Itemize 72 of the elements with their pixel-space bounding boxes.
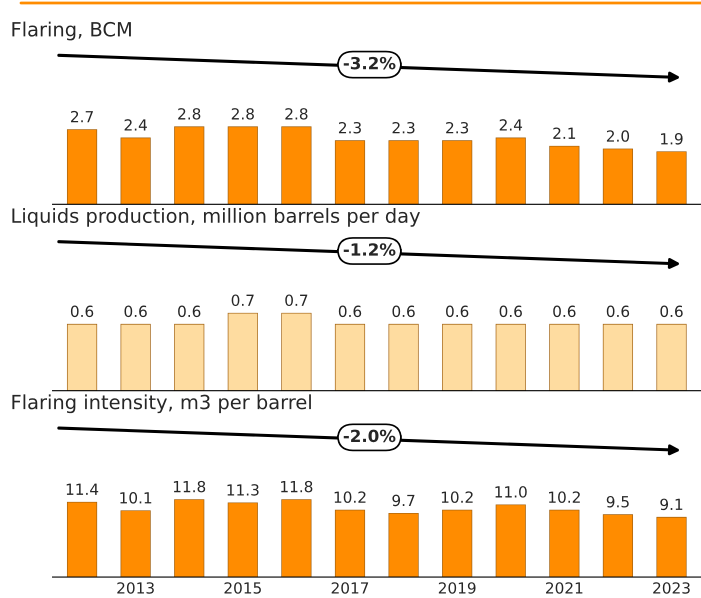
bar <box>656 516 687 578</box>
data-label: 2.4 <box>124 119 147 131</box>
bar <box>228 126 258 204</box>
bar <box>602 148 634 204</box>
chart-title: Flaring intensity, m3 per barrel <box>12 394 311 414</box>
data-label: 2.1 <box>553 127 576 139</box>
bar <box>66 129 98 204</box>
bar <box>334 510 366 578</box>
x-tick-label: 2021 <box>546 582 582 594</box>
bar <box>602 514 634 578</box>
text: -1.2% <box>344 243 396 256</box>
bar <box>388 140 419 204</box>
data-label: 0.6 <box>70 306 94 318</box>
data-label: 0.6 <box>606 306 630 318</box>
bar <box>388 512 419 578</box>
data-label: 11.3 <box>227 484 259 496</box>
data-label: 0.6 <box>500 306 522 318</box>
data-label: 0.6 <box>124 306 147 318</box>
bar <box>549 510 580 578</box>
x-tick-label: 2017 <box>332 582 368 594</box>
text: -2.0% <box>344 430 396 442</box>
chart-title: Liquids production, million barrels per day <box>12 208 420 227</box>
data-label: 2.3 <box>446 122 468 134</box>
data-label: 11.8 <box>281 480 312 492</box>
bar <box>281 499 312 578</box>
data-label: 9.1 <box>660 498 682 510</box>
bar <box>228 502 258 578</box>
data-label: 0.6 <box>178 306 200 318</box>
bar <box>656 151 687 204</box>
data-label: 9.7 <box>392 494 414 506</box>
chart-title: Flaring, BCM <box>12 22 131 40</box>
data-label: 10.2 <box>549 491 580 503</box>
data-label: 2.3 <box>392 122 415 134</box>
bar <box>496 138 526 204</box>
bar <box>174 499 204 578</box>
data-label: 2.0 <box>606 130 630 142</box>
data-label: 2.3 <box>338 122 361 134</box>
x-tick-label: 2023 <box>653 582 690 594</box>
bar <box>442 510 472 578</box>
data-label: 2.8 <box>178 108 200 120</box>
data-label: 0.7 <box>232 294 254 306</box>
data-label: 10.1 <box>120 492 152 504</box>
x-tick-label: 2015 <box>224 582 261 594</box>
data-label: 11.0 <box>495 486 527 498</box>
bar <box>549 146 580 204</box>
bar <box>442 140 472 204</box>
bar <box>496 504 526 578</box>
data-label: 2.8 <box>232 108 254 120</box>
data-label: 0.6 <box>338 306 362 318</box>
data-label: 11.8 <box>174 480 206 492</box>
data-label: 0.6 <box>392 306 415 318</box>
bar <box>281 126 312 204</box>
data-label: 2.7 <box>71 110 93 122</box>
bar <box>334 140 366 204</box>
x-tick-label: 2013 <box>117 582 154 594</box>
data-label: 0.6 <box>446 306 468 318</box>
data-label: 0.6 <box>660 306 683 318</box>
bar <box>120 138 151 204</box>
text: -3.2% <box>344 56 396 70</box>
data-label: 11.4 <box>66 484 98 495</box>
data-label: 2.8 <box>285 108 308 120</box>
bar <box>174 126 204 204</box>
data-label: 10.2 <box>442 491 473 503</box>
data-label: 9.5 <box>606 496 629 508</box>
bar <box>66 502 98 578</box>
x-tick-label: 2019 <box>438 582 476 594</box>
data-label: 1.9 <box>661 133 683 145</box>
bar <box>120 510 151 578</box>
data-label: 10.2 <box>334 491 366 503</box>
data-label: 2.4 <box>500 119 522 131</box>
data-label: 0.7 <box>285 294 308 306</box>
data-label: 0.6 <box>553 306 576 318</box>
